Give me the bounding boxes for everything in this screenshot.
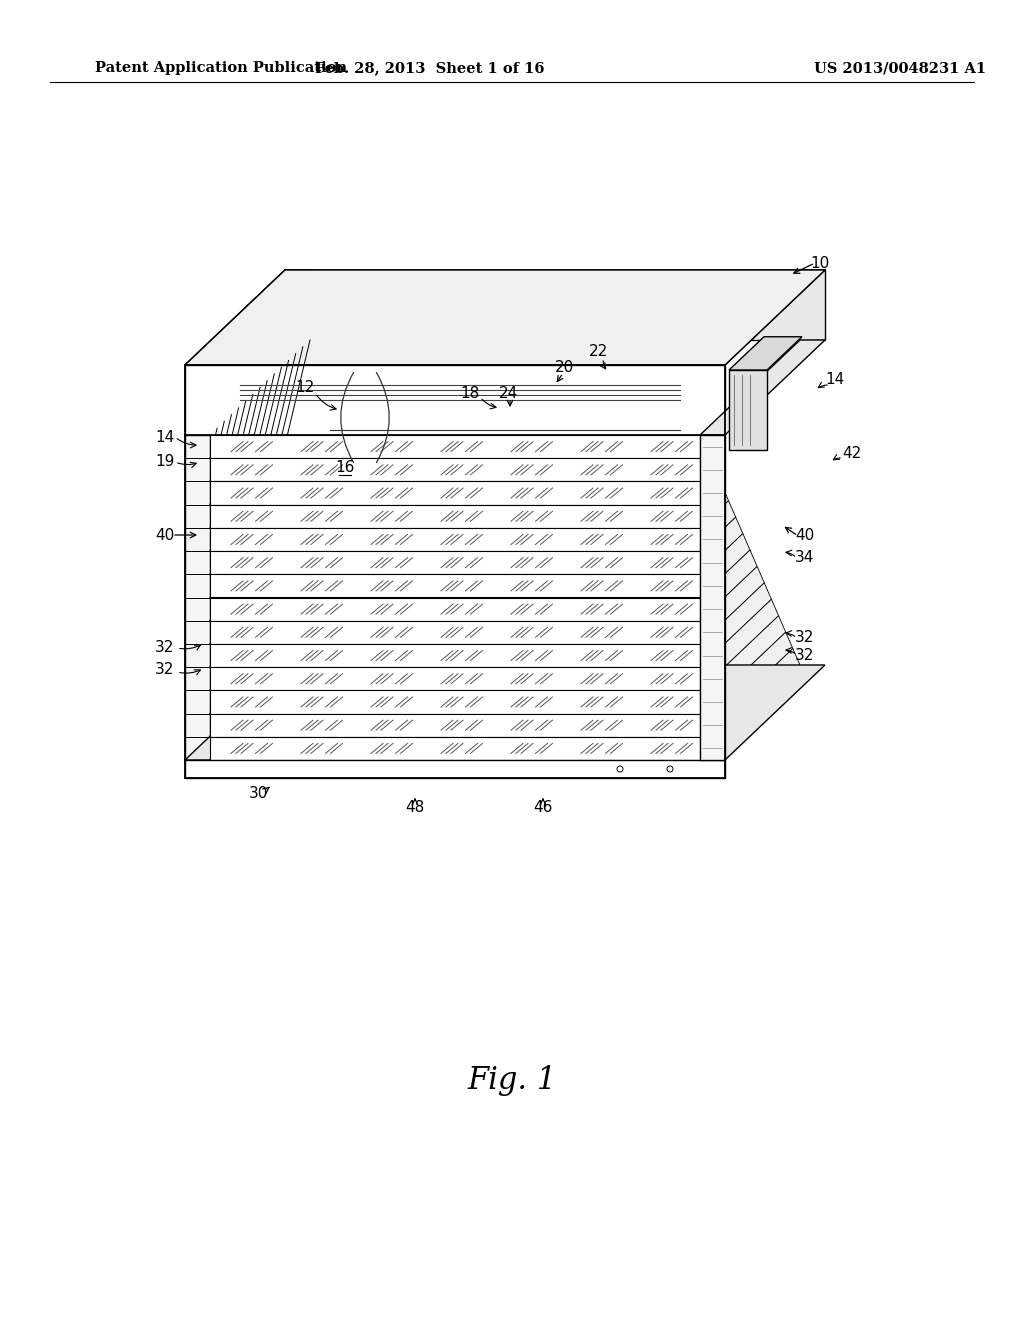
Polygon shape [210, 714, 700, 737]
Polygon shape [210, 504, 700, 528]
Polygon shape [700, 436, 725, 760]
Text: 18: 18 [461, 385, 479, 400]
Text: 32: 32 [156, 663, 175, 677]
Polygon shape [210, 271, 310, 760]
Text: 32: 32 [796, 631, 815, 645]
Text: Fig. 1: Fig. 1 [467, 1064, 557, 1096]
Text: 20: 20 [555, 360, 574, 375]
Polygon shape [210, 667, 700, 690]
Text: 42: 42 [843, 446, 861, 461]
Text: 30: 30 [248, 785, 267, 800]
Polygon shape [700, 484, 728, 528]
Text: 14: 14 [825, 372, 845, 388]
Text: 40: 40 [796, 528, 815, 544]
Polygon shape [700, 517, 742, 574]
Polygon shape [729, 337, 802, 370]
Polygon shape [210, 574, 700, 598]
Text: 10: 10 [810, 256, 829, 271]
Text: 12: 12 [295, 380, 314, 396]
Polygon shape [185, 271, 825, 366]
Polygon shape [700, 583, 771, 667]
Text: 46: 46 [534, 800, 553, 816]
Polygon shape [700, 550, 757, 620]
Text: Patent Application Publication: Patent Application Publication [95, 61, 347, 75]
Polygon shape [700, 648, 800, 760]
Polygon shape [210, 598, 700, 620]
Polygon shape [700, 467, 722, 504]
Polygon shape [700, 599, 778, 690]
Polygon shape [700, 615, 785, 714]
Polygon shape [210, 550, 700, 574]
Text: 32: 32 [796, 648, 815, 663]
Polygon shape [700, 632, 793, 737]
Polygon shape [210, 482, 700, 504]
Polygon shape [185, 366, 210, 760]
Polygon shape [185, 271, 310, 366]
Text: 48: 48 [406, 800, 425, 816]
Polygon shape [210, 528, 700, 550]
Text: Feb. 28, 2013  Sheet 1 of 16: Feb. 28, 2013 Sheet 1 of 16 [315, 61, 545, 75]
Polygon shape [210, 690, 700, 714]
Polygon shape [185, 760, 725, 777]
Polygon shape [210, 436, 700, 458]
Polygon shape [285, 271, 825, 341]
Polygon shape [210, 737, 700, 760]
Text: 40: 40 [156, 528, 175, 543]
Text: 22: 22 [589, 345, 607, 359]
Polygon shape [210, 644, 700, 667]
Polygon shape [700, 341, 825, 436]
Polygon shape [700, 436, 708, 458]
Polygon shape [700, 533, 750, 598]
Text: 19: 19 [156, 454, 175, 470]
Polygon shape [729, 370, 767, 450]
Polygon shape [700, 500, 735, 550]
Text: 34: 34 [796, 550, 815, 565]
Text: 14: 14 [156, 429, 175, 445]
Text: 32: 32 [156, 640, 175, 656]
Text: 24: 24 [499, 385, 517, 400]
Polygon shape [185, 366, 210, 760]
Polygon shape [210, 620, 700, 644]
Polygon shape [185, 366, 725, 436]
Polygon shape [700, 566, 764, 644]
Polygon shape [210, 458, 700, 482]
Text: US 2013/0048231 A1: US 2013/0048231 A1 [814, 61, 986, 75]
Polygon shape [700, 451, 715, 482]
Polygon shape [185, 665, 825, 760]
Text: 16: 16 [335, 461, 354, 475]
